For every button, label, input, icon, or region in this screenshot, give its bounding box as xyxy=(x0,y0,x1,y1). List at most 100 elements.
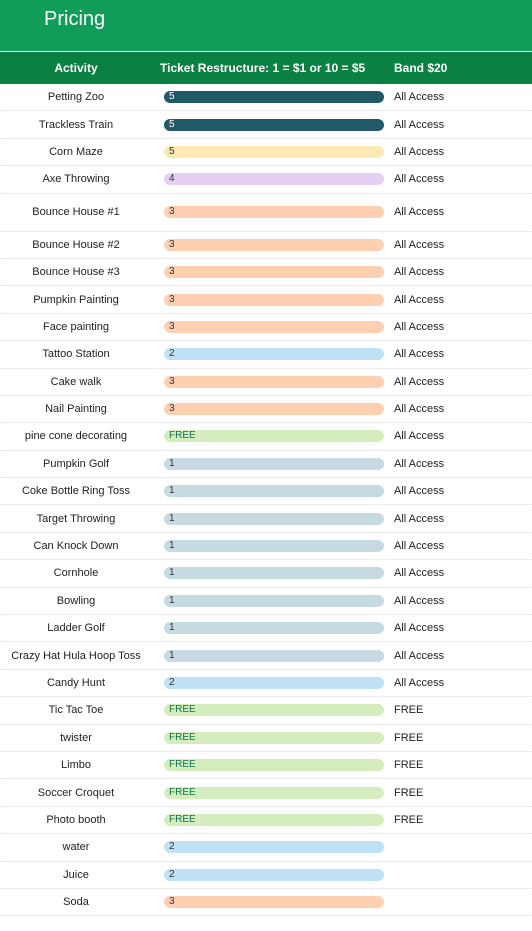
ticket-chip: 3 xyxy=(164,320,384,333)
column-header: Band $20 xyxy=(394,61,448,75)
activity-cell: Trackless Train xyxy=(38,118,114,131)
band-cell: All Access xyxy=(394,238,445,251)
activity-cell: pine cone decorating xyxy=(24,430,128,443)
table-row: Tattoo Station 2 All Access xyxy=(0,341,532,369)
activity-cell: water xyxy=(62,841,90,854)
ticket-chip: 3 xyxy=(164,206,384,219)
activity-cell: Nail Painting xyxy=(45,403,107,416)
ticket-chip: 1 xyxy=(164,540,384,553)
activity-cell: Cake walk xyxy=(50,375,102,388)
ticket-chip: 3 xyxy=(164,293,384,306)
table-row: Crazy Hat Hula Hoop Toss 1 All Access xyxy=(0,642,532,670)
ticket-chip: 2 xyxy=(164,841,384,854)
activity-cell: Axe Throwing xyxy=(42,173,110,186)
activity-cell: Can Knock Down xyxy=(33,540,119,553)
table-row: Face painting 3 All Access xyxy=(0,314,532,342)
activity-cell: Juice xyxy=(63,868,89,881)
activity-cell: Pumpkin Golf xyxy=(42,457,110,470)
activity-cell: Bowling xyxy=(56,594,96,607)
band-cell: All Access xyxy=(394,118,445,131)
ticket-chip: 1 xyxy=(164,457,384,470)
table-row: Photo booth FREE FREE xyxy=(0,807,532,835)
band-cell: All Access xyxy=(394,622,445,635)
table-row: water 2 xyxy=(0,834,532,862)
activity-cell: Petting Zoo xyxy=(47,91,105,104)
band-cell: All Access xyxy=(394,403,445,416)
title-bar: Pricing xyxy=(0,0,532,51)
band-cell: All Access xyxy=(394,457,445,470)
title: Pricing xyxy=(44,8,106,30)
ticket-chip: FREE xyxy=(164,731,384,744)
ticket-chip: 2 xyxy=(164,868,384,881)
table-row: Cake walk 3 All Access xyxy=(0,369,532,396)
table-row: Can Knock Down 1 All Access xyxy=(0,533,532,561)
table-row: Corn Maze 5 All Access xyxy=(0,139,532,167)
activity-cell: Soccer Croquet xyxy=(37,786,115,799)
ticket-chip: FREE xyxy=(164,704,384,717)
ticket-chip: 4 xyxy=(164,173,384,186)
band-cell: All Access xyxy=(394,594,445,607)
ticket-chip: 2 xyxy=(164,677,384,689)
band-cell: FREE xyxy=(394,704,424,717)
ticket-chip: 5 xyxy=(164,91,384,104)
band-cell: FREE xyxy=(394,759,424,772)
activity-cell: Tic Tac Toe xyxy=(48,704,104,717)
band-cell: All Access xyxy=(394,649,445,662)
activity-cell: Face painting xyxy=(42,320,110,333)
table-body: Petting Zoo 5 All Access Trackless Train 5 Al… xyxy=(0,84,532,917)
table-row: Bounce House #1 3 All Access xyxy=(0,194,532,232)
band-cell: All Access xyxy=(394,375,445,388)
band-cell: FREE xyxy=(394,731,424,744)
table-row: Trackless Train 5 All Access xyxy=(0,111,532,139)
activity-cell: Soda xyxy=(63,896,89,909)
band-cell: All Access xyxy=(394,540,445,553)
table-row: Cornhole 1 All Access xyxy=(0,560,532,588)
band-cell: All Access xyxy=(394,485,445,498)
band-cell: FREE xyxy=(394,813,424,826)
table-row: Limbo FREE FREE xyxy=(0,752,532,780)
activity-cell: Limbo xyxy=(61,759,91,772)
ticket-chip: 1 xyxy=(164,649,384,662)
activity-cell: Corn Maze xyxy=(49,145,103,158)
column-header: Ticket Restructure: 1 = $1 or 10 = $5 xyxy=(160,61,366,75)
band-cell: All Access xyxy=(394,512,445,525)
band-cell: All Access xyxy=(394,430,445,443)
ticket-chip: 3 xyxy=(164,266,384,279)
ticket-chip: FREE xyxy=(164,786,384,799)
ticket-chip: 3 xyxy=(164,403,384,416)
activity-cell: Cornhole xyxy=(53,567,99,580)
ticket-chip: 1 xyxy=(164,594,384,607)
ticket-chip: 3 xyxy=(164,896,384,909)
ticket-chip: 1 xyxy=(164,622,384,635)
ticket-chip: 1 xyxy=(164,567,384,580)
table-row: Coke Bottle Ring Toss 1 All Access xyxy=(0,478,532,506)
band-cell: All Access xyxy=(394,173,445,186)
table-row: Pumpkin Golf 1 All Access xyxy=(0,451,532,479)
activity-cell: Photo booth xyxy=(46,813,106,826)
band-cell: All Access xyxy=(394,320,445,333)
table-row: Bowling 1 All Access xyxy=(0,588,532,616)
table-row: Nail Painting 3 All Access xyxy=(0,396,532,424)
activity-cell: Ladder Golf xyxy=(47,622,105,635)
table-row: twister FREE FREE xyxy=(0,725,532,752)
activity-cell: Bounce House #3 xyxy=(32,266,120,279)
table-row: Candy Hunt 2 All Access xyxy=(0,670,532,698)
ticket-chip: 1 xyxy=(164,512,384,525)
ticket-chip: FREE xyxy=(164,759,384,772)
activity-cell: Crazy Hat Hula Hoop Toss xyxy=(11,649,141,662)
table-row: Axe Throwing 4 All Access xyxy=(0,166,532,194)
table-row: Juice 2 xyxy=(0,862,532,889)
column-header: Activity xyxy=(54,61,98,75)
activity-cell: Target Throwing xyxy=(36,512,116,525)
table-row: Ladder Golf 1 All Access xyxy=(0,615,532,643)
ticket-chip: 5 xyxy=(164,118,384,131)
band-cell: All Access xyxy=(394,145,445,158)
band-cell: All Access xyxy=(394,91,445,104)
table-row: Petting Zoo 5 All Access xyxy=(0,84,532,112)
table-row: Soda 3 xyxy=(0,889,532,917)
ticket-chip: 2 xyxy=(164,348,384,361)
activity-cell: Tattoo Station xyxy=(42,348,110,361)
ticket-chip: 3 xyxy=(164,375,384,388)
activity-cell: twister xyxy=(60,731,92,744)
